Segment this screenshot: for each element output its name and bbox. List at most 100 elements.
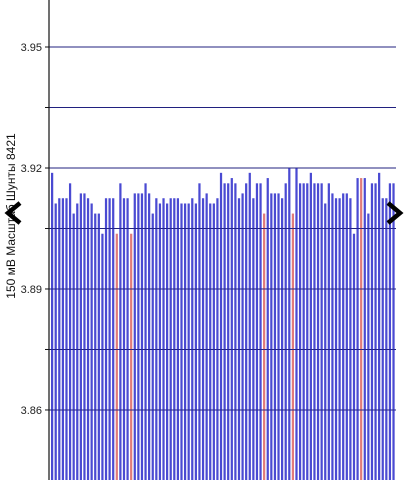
bar [352, 233, 356, 480]
grid-lines-overlay [49, 46, 396, 411]
bar [349, 198, 352, 480]
bar [241, 193, 244, 480]
bar [86, 198, 90, 480]
bar [137, 193, 140, 480]
bar [309, 172, 312, 480]
bar [183, 203, 187, 480]
bar [230, 178, 233, 480]
bar [68, 183, 72, 480]
bar [140, 193, 144, 480]
bar [101, 233, 104, 480]
bar [277, 193, 280, 480]
prev-page-button[interactable] [4, 201, 22, 225]
bar [388, 183, 392, 480]
bar [176, 198, 180, 480]
bar [158, 203, 162, 480]
bar [148, 193, 151, 480]
bar [367, 213, 370, 480]
bar [302, 183, 305, 480]
bar [378, 172, 381, 480]
bar [245, 183, 248, 480]
bar [385, 198, 388, 480]
bar [169, 198, 172, 480]
bar [295, 167, 298, 480]
bar [219, 172, 223, 480]
bar [104, 198, 108, 480]
bar [252, 198, 255, 480]
bar [209, 203, 212, 480]
bar [212, 203, 215, 480]
bar [381, 198, 384, 480]
bar [54, 203, 57, 480]
bar [255, 183, 259, 480]
chevron-right-icon [386, 201, 404, 225]
bar [166, 203, 169, 480]
bar [180, 203, 183, 480]
bar [223, 183, 226, 480]
bar [281, 198, 284, 480]
bar [162, 198, 165, 480]
bar [331, 193, 334, 480]
bar [79, 193, 82, 480]
y-axis-ticks: 3.86 3.89 3.92 3.95 [21, 42, 49, 417]
bar [237, 198, 241, 480]
y-tick-label: 3.86 [21, 405, 42, 417]
chevron-left-icon [4, 201, 22, 225]
bar [90, 203, 93, 480]
bar [334, 198, 338, 480]
bar [205, 193, 208, 480]
bar [151, 213, 154, 480]
bar [83, 193, 86, 480]
bar [284, 183, 287, 480]
bar [356, 178, 359, 480]
bar [259, 183, 262, 480]
bar [248, 172, 251, 480]
bar [273, 193, 277, 480]
bar [374, 183, 377, 480]
bar [130, 233, 133, 480]
bar [119, 183, 122, 480]
bar [144, 183, 147, 480]
bar [173, 198, 176, 480]
bar [234, 183, 237, 480]
bar [201, 198, 205, 480]
bar [191, 198, 194, 480]
bar [122, 198, 126, 480]
bar [76, 203, 79, 480]
bar [65, 198, 68, 480]
bar [187, 203, 190, 480]
bar [342, 193, 345, 480]
bar [360, 178, 363, 480]
bar [327, 183, 330, 480]
bar [306, 183, 309, 480]
bar [363, 178, 366, 480]
bar [198, 183, 201, 480]
bar [263, 213, 266, 480]
bar [58, 198, 61, 480]
y-tick-label: 3.95 [21, 42, 42, 54]
y-tick-label: 3.92 [21, 163, 42, 175]
bar [291, 213, 295, 480]
bar [324, 203, 327, 480]
bar [298, 183, 302, 480]
bar [51, 172, 54, 480]
bar [288, 167, 291, 480]
bar [270, 193, 273, 480]
next-page-button[interactable] [386, 201, 404, 225]
bar [112, 198, 115, 480]
bar [108, 198, 111, 480]
bar [392, 183, 395, 480]
bar [370, 183, 374, 480]
bar [72, 213, 75, 480]
bar [61, 198, 65, 480]
bar [94, 213, 97, 480]
bar [345, 193, 348, 480]
bar [320, 183, 323, 480]
bar [227, 183, 230, 480]
bar [133, 193, 136, 480]
bar [126, 198, 129, 480]
bar [97, 213, 100, 480]
y-tick-label: 3.89 [21, 284, 42, 296]
bar [115, 233, 118, 480]
